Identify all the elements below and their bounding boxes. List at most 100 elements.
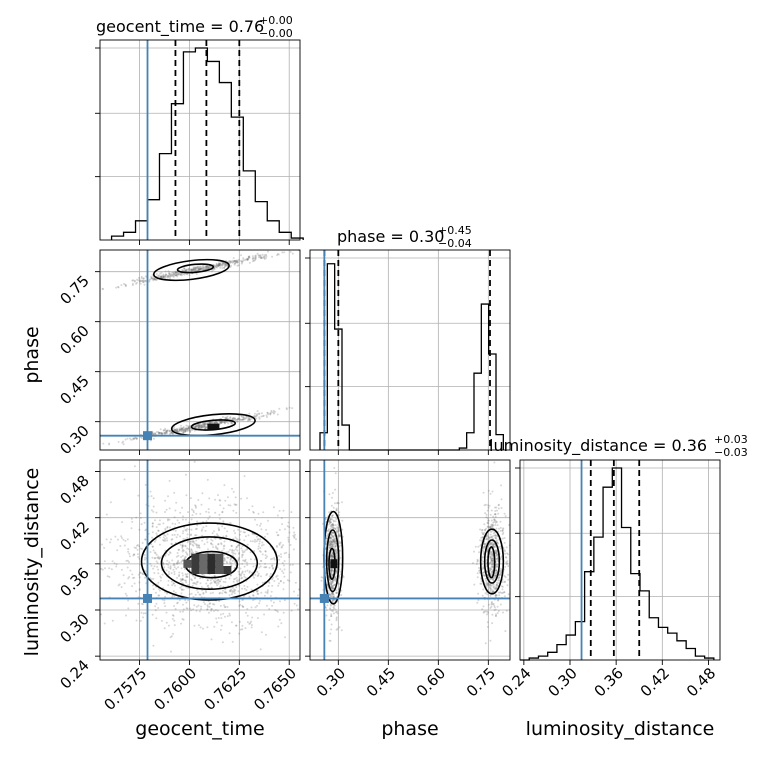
sample-point: [176, 428, 179, 431]
sample-point: [154, 552, 157, 555]
sample-point: [178, 571, 181, 574]
sample-point: [265, 256, 268, 259]
sample-point: [197, 424, 200, 427]
sample-point: [257, 412, 260, 415]
sample-point: [331, 610, 334, 613]
sample-point: [193, 582, 196, 584]
sample-point: [497, 599, 499, 602]
title-phase-sub: −0.04: [438, 237, 472, 250]
sample-point: [495, 549, 498, 552]
sample-point: [482, 491, 485, 494]
sample-point: [279, 580, 282, 583]
sample-point: [230, 593, 233, 596]
sample-point: [201, 264, 204, 267]
sample-point: [205, 538, 208, 541]
sample-point: [260, 256, 263, 259]
sample-point: [194, 506, 197, 509]
sample-point: [218, 262, 221, 265]
sample-point: [293, 535, 296, 538]
sample-point: [237, 557, 240, 560]
sample-point: [185, 268, 188, 271]
sample-point: [133, 437, 136, 440]
sample-point: [331, 581, 334, 584]
sample-point: [489, 533, 492, 536]
sample-point: [334, 608, 337, 611]
sample-point: [254, 573, 257, 576]
sample-point: [283, 251, 286, 254]
sample-point: [239, 573, 242, 576]
sample-point: [331, 574, 334, 577]
sample-point: [236, 418, 239, 421]
sample-point: [189, 540, 192, 543]
sample-point: [210, 638, 213, 641]
sample-point: [265, 255, 268, 258]
sample-point: [273, 580, 276, 582]
sample-point: [179, 273, 182, 276]
sample-point: [110, 538, 113, 541]
sample-point: [484, 528, 487, 531]
sample-point: [222, 262, 224, 264]
sample-point: [483, 545, 485, 548]
sample-point: [150, 578, 153, 581]
sample-point: [260, 560, 263, 562]
sample-point: [329, 536, 332, 539]
sample-point: [338, 583, 341, 586]
sample-point: [169, 432, 172, 435]
sample-point: [188, 429, 191, 432]
sample-point: [179, 610, 182, 613]
sample-point: [204, 426, 207, 429]
sample-point: [174, 429, 176, 432]
sample-point: [485, 513, 488, 516]
sample-point: [507, 573, 510, 576]
sample-point: [189, 497, 192, 500]
sample-point: [238, 418, 241, 421]
x-tick-label: 0.30: [313, 664, 349, 700]
sample-point: [220, 624, 223, 627]
sample-point: [488, 567, 491, 570]
sample-point: [230, 588, 233, 591]
sample-point: [197, 268, 200, 271]
sample-point: [330, 521, 332, 524]
sample-point: [117, 285, 120, 288]
sample-point: [246, 258, 249, 261]
sample-point: [228, 260, 231, 263]
sample-point: [196, 267, 199, 270]
sample-point: [151, 531, 154, 534]
sample-point: [335, 617, 338, 620]
sample-point: [160, 275, 163, 278]
sample-point: [169, 565, 172, 568]
sample-point: [223, 484, 226, 487]
sample-point: [334, 545, 337, 548]
sample-point: [495, 527, 498, 530]
sample-point: [102, 288, 104, 291]
sample-point: [164, 529, 167, 531]
sample-point: [264, 550, 267, 553]
sample-point: [175, 567, 178, 570]
sample-point: [100, 613, 103, 616]
sample-point: [495, 583, 498, 586]
gridlines: [100, 40, 300, 240]
sample-point: [490, 558, 493, 560]
sample-point: [229, 589, 232, 592]
sample-point: [261, 581, 264, 584]
sample-point: [190, 269, 193, 272]
sample-point: [330, 613, 333, 616]
sample-point: [165, 621, 168, 624]
sample-point: [199, 427, 202, 430]
sample-point: [504, 565, 507, 568]
sample-point: [176, 430, 179, 433]
sample-point: [329, 519, 332, 521]
sample-point: [224, 264, 227, 266]
sample-point: [337, 530, 340, 533]
sample-point: [247, 257, 250, 260]
sample-point: [329, 536, 332, 539]
x-axis-label-phase: phase: [381, 718, 438, 740]
sample-point: [229, 266, 232, 268]
sample-point: [200, 268, 203, 271]
sample-point: [334, 528, 337, 531]
sample-point: [166, 539, 169, 542]
sample-point: [499, 526, 502, 529]
sample-point: [503, 550, 506, 553]
sample-point: [497, 512, 500, 515]
sample-point: [233, 592, 236, 595]
